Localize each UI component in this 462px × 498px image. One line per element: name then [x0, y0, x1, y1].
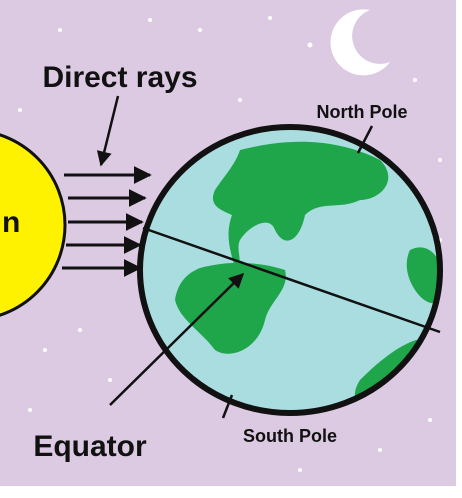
sun-label: n [2, 206, 20, 239]
direct-rays-label: Direct rays [42, 61, 197, 94]
equator-label: Equator [33, 430, 147, 463]
diagram: n Direct rays North Pole South Pole Equa… [0, 0, 462, 493]
north-pole-label: North Pole [316, 102, 407, 122]
south-pole-label: South Pole [243, 426, 337, 446]
page: n Direct rays North Pole South Pole Equa… [0, 0, 462, 493]
